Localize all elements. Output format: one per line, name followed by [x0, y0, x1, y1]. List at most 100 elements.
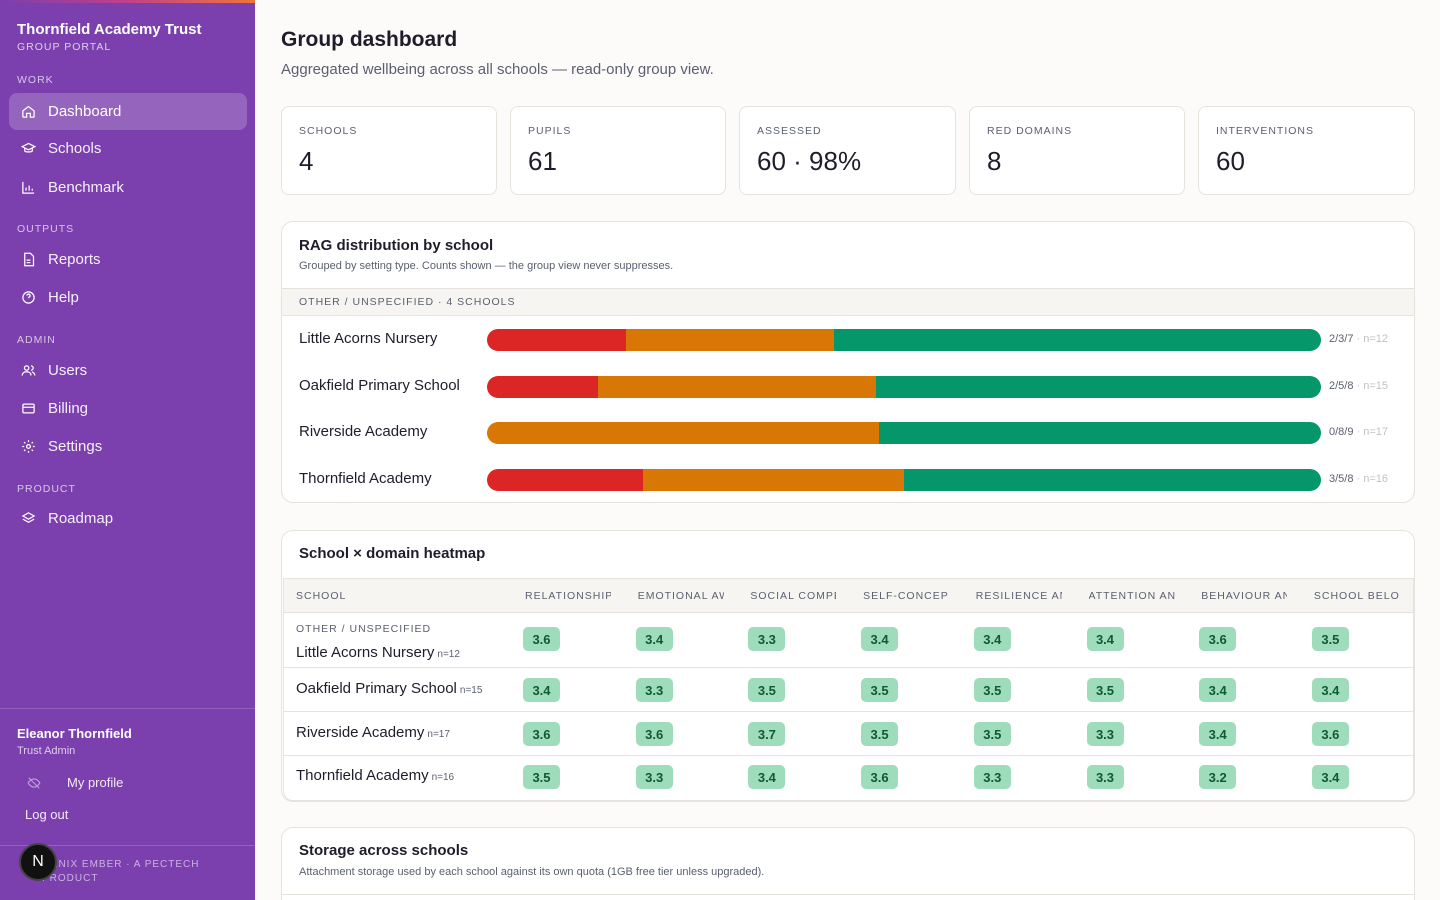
- my-profile-link[interactable]: My profile: [27, 775, 123, 790]
- heatmap-cell[interactable]: 3.4: [973, 627, 1011, 651]
- stat-card-assessed: ASSESSED 60 · 98%: [739, 106, 956, 195]
- sidebar-item-roadmap[interactable]: Roadmap: [9, 500, 247, 537]
- rag-row: Oakfield Primary School 2/5/8 · n=15: [282, 376, 1414, 398]
- heatmap-cell[interactable]: 3.4: [523, 678, 560, 702]
- stat-value: 61: [528, 146, 557, 176]
- page-title: Group dashboard: [281, 28, 458, 51]
- sidebar-item-label: Benchmark: [48, 179, 124, 196]
- sidebar-item-users[interactable]: Users: [9, 352, 247, 389]
- heatmap-cell[interactable]: 3.3: [635, 678, 673, 702]
- stat-value: 60 · 98%: [757, 146, 862, 176]
- school-name-text: Thornfield Academy: [296, 767, 429, 784]
- eye-off-icon: [27, 776, 41, 790]
- heatmap-cell[interactable]: 3.4: [861, 627, 899, 651]
- bar-chart-icon: [21, 180, 36, 195]
- heatmap-cell[interactable]: 3.3: [1086, 765, 1124, 789]
- heatmap-cell[interactable]: 3.5: [1086, 678, 1124, 702]
- rag-bar: [487, 376, 1321, 398]
- sidebar-divider: [0, 708, 255, 709]
- heatmap-cell[interactable]: 3.5: [861, 722, 899, 746]
- heatmap-cell[interactable]: 3.4: [1086, 627, 1124, 651]
- users-icon: [21, 363, 36, 378]
- footer-text: OENIX EMBER · A PECTECH PRODUCT: [42, 859, 200, 884]
- user-role: Trust Admin: [17, 745, 76, 757]
- heatmap-cell[interactable]: 3.3: [635, 765, 673, 789]
- sidebar-accent-bar: [0, 0, 255, 3]
- rag-school-name: Little Acorns Nursery: [299, 330, 438, 347]
- my-profile-label: My profile: [67, 775, 124, 790]
- section-label-work: WORK: [17, 74, 54, 86]
- rag-count-n: · n=17: [1356, 426, 1389, 438]
- heatmap-cell[interactable]: 3.6: [1311, 722, 1349, 746]
- rag-segment-green: [876, 376, 1321, 398]
- heatmap-cell[interactable]: 3.4: [1199, 722, 1237, 746]
- heatmap-cell[interactable]: 3.3: [973, 765, 1011, 789]
- logout-link[interactable]: Log out: [25, 807, 69, 822]
- heatmap-card: School × domain heatmap SCHOOL RELATIONS…: [281, 530, 1415, 802]
- sidebar-item-label: Users: [48, 362, 88, 379]
- column-header-domain: ATTENTION AN: [1088, 590, 1175, 602]
- rag-segment-amber: [643, 469, 904, 491]
- sidebar-item-label: Settings: [48, 438, 103, 455]
- card-subtitle: Attachment storage used by each school a…: [299, 866, 765, 878]
- school-pupil-count: n=15: [459, 685, 483, 696]
- heatmap-cell[interactable]: 3.5: [748, 678, 786, 702]
- column-header-domain: RELATIONSHIPS: [525, 590, 611, 602]
- document-icon: [21, 252, 36, 267]
- stat-value: 4: [299, 146, 314, 176]
- rag-segment-amber: [487, 422, 880, 444]
- heatmap-cell[interactable]: 3.5: [861, 678, 899, 702]
- sidebar-item-schools[interactable]: Schools: [9, 130, 247, 167]
- heatmap-cell[interactable]: 3.5: [973, 678, 1011, 702]
- heatmap-cell[interactable]: 3.4: [748, 765, 786, 789]
- sidebar-item-help[interactable]: Help: [9, 279, 247, 316]
- rag-segment-green: [879, 422, 1321, 444]
- heatmap-cell[interactable]: 3.4: [635, 627, 673, 651]
- sidebar-item-label: Billing: [48, 400, 89, 417]
- heatmap-cell[interactable]: 3.6: [635, 722, 673, 746]
- sidebar-item-benchmark[interactable]: Benchmark: [9, 169, 247, 206]
- section-label-admin: ADMIN: [17, 334, 56, 346]
- heatmap-group-label: OTHER / UNSPECIFIED: [296, 623, 432, 635]
- rag-school-name: Thornfield Academy: [299, 470, 432, 487]
- sidebar-item-reports[interactable]: Reports: [9, 241, 247, 278]
- rag-school-name: Oakfield Primary School: [299, 377, 460, 394]
- heatmap-cell[interactable]: 3.2: [1199, 765, 1237, 789]
- heatmap-school-name: Oakfield Primary School n=15: [296, 680, 482, 697]
- rag-segment-green: [904, 469, 1321, 491]
- sidebar-item-settings[interactable]: Settings: [9, 428, 247, 465]
- sidebar-item-billing[interactable]: Billing: [9, 390, 247, 427]
- stat-label: ASSESSED: [757, 125, 822, 137]
- school-pupil-count: n=16: [431, 772, 455, 783]
- heatmap-cell[interactable]: 3.6: [1199, 627, 1237, 651]
- heatmap-cell[interactable]: 3.4: [1199, 678, 1237, 702]
- heatmap-cell[interactable]: 3.5: [523, 765, 560, 789]
- card-title: School × domain heatmap: [299, 545, 486, 562]
- rag-count-values: 0/8/9: [1329, 426, 1354, 438]
- stat-value: 8: [987, 146, 1002, 176]
- table-row: Riverside Academy n=17 3.6 3.6 3.7 3.5 3.5 3.3 3…: [284, 712, 1413, 756]
- heatmap-cell[interactable]: 3.7: [748, 722, 786, 746]
- heatmap-cell[interactable]: 3.6: [861, 765, 899, 789]
- school-name-text: Oakfield Primary School: [296, 680, 457, 697]
- rag-counts: 2/5/8 · n=15: [1329, 380, 1388, 392]
- heatmap-cell[interactable]: 3.5: [973, 722, 1011, 746]
- column-header-domain: SELF-CONCEPT: [863, 590, 950, 602]
- heatmap-cell[interactable]: 3.6: [523, 722, 560, 746]
- dev-badge[interactable]: N: [19, 843, 57, 881]
- card-subtitle: Grouped by setting type. Counts shown — …: [299, 260, 674, 272]
- rag-school-name: Riverside Academy: [299, 423, 428, 440]
- heatmap-cell[interactable]: 3.4: [1311, 765, 1349, 789]
- heatmap-cell[interactable]: 3.4: [1311, 678, 1349, 702]
- heatmap-cell[interactable]: 3.5: [1311, 627, 1349, 651]
- heatmap-cell[interactable]: 3.6: [523, 627, 560, 651]
- credit-card-icon: [21, 401, 36, 416]
- sidebar-item-dashboard[interactable]: Dashboard: [9, 93, 247, 130]
- gear-icon: [21, 439, 36, 454]
- heatmap-cell[interactable]: 3.3: [1086, 722, 1124, 746]
- rag-bar: [487, 422, 1321, 444]
- rag-bar: [487, 469, 1321, 491]
- column-header-domain: BEHAVIOUR AN: [1201, 590, 1288, 602]
- heatmap-cell[interactable]: 3.3: [748, 627, 786, 651]
- rag-segment-red: [487, 329, 626, 351]
